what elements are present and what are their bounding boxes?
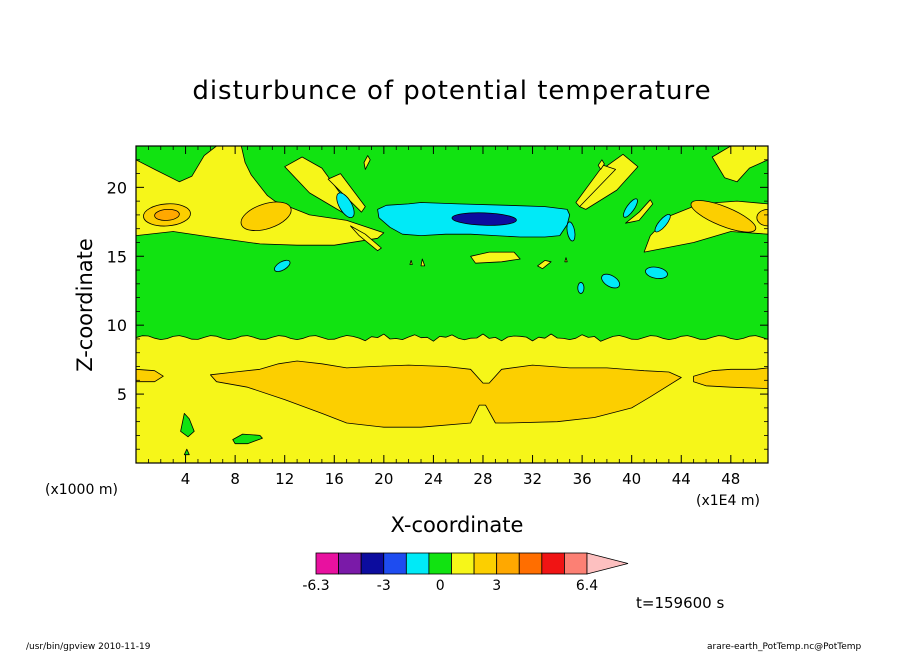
contour-region-negative-5 [623,198,638,218]
y-axis-label: Z-coordinate [73,238,97,372]
contour-region-patch-4 [409,260,413,265]
x-tick-label: 4 [181,470,191,488]
colorbar-swatch [360,552,385,575]
x-tick-label: 16 [325,470,344,488]
contour-region-wave-5 [575,164,616,207]
colorbar-swatch [541,552,565,575]
contour-region-negative-6 [654,214,671,233]
contour-region-patch-1 [470,251,521,264]
plot-frame [135,145,769,464]
colorbar-label: 3 [492,578,501,594]
y-tick-label: 10 [107,316,127,335]
contour-region-patch-5 [564,257,568,263]
x-tick-label: 44 [672,470,691,488]
y-tick-label: 5 [117,385,127,404]
colorbar-swatch [496,552,520,575]
footer-file-variable: arare-earth_PotTemp.nc@PotTemp [707,642,862,652]
contour-region-patch-2 [537,260,552,270]
contour-region-wave-8 [597,159,605,170]
contour-core-upper-west-inner [154,208,180,221]
contour-region-pocket-a [180,413,195,438]
contour-core-upper-west-2 [240,201,292,231]
colorbar-swatch [315,552,339,575]
x-tick-label: 48 [721,470,740,488]
contour-plot [136,146,768,463]
contour-region-pocket-b [183,448,190,456]
contour-region-lower-core-west [136,368,164,383]
colorbar-swatch [451,552,475,575]
contour-region-negative-3 [566,221,576,242]
colorbar-extension-triangle [586,552,629,575]
contour-region-lower-core [210,360,682,428]
x-tick-label: 36 [573,470,592,488]
contour-region-wave-6 [625,199,654,224]
y-tick-label: 20 [107,178,127,197]
colorbar-swatch [428,552,452,575]
colorbar-swatch [564,552,588,575]
x-tick-label: 40 [622,470,641,488]
contour-region-upper-east-top [711,146,768,183]
colorbar-swatch [338,552,362,575]
x-unit-right: (x1E4 m) [696,493,760,509]
colorbar-swatch [383,552,407,575]
x-tick-label: 32 [523,470,542,488]
footer-program-date: /usr/bin/gpview 2010-11-19 [26,642,151,652]
contour-core-minimum [451,212,517,226]
colorbar-label: -6.3 [302,578,329,594]
x-unit-left: (x1000 m) [45,482,118,498]
contour-region-negative-1 [336,192,355,218]
contour-region-lower-core-east [693,367,768,389]
colorbar-label: 0 [436,578,445,594]
contour-region-negative-7 [645,266,668,279]
contour-region-wave-7 [363,155,371,170]
x-axis-label: X-coordinate [390,513,524,537]
colorbar-swatch [473,552,498,575]
x-tick-label: 8 [230,470,240,488]
x-tick-label: 28 [473,470,492,488]
contour-region-wave-3 [350,225,382,252]
colorbar: -6.3 -3 0 3 6.4 [302,552,629,594]
x-tick-label: 20 [374,470,393,488]
contour-region-negative-2 [274,259,291,272]
x-tick-label: 24 [424,470,443,488]
contour-region-pocket-c [232,433,263,445]
y-tick-label: 15 [107,247,127,266]
colorbar-swatch [405,552,430,575]
chart-title: disturbunce of potential temperature [192,76,712,106]
contour-region-negative-8 [577,282,585,294]
colorbar-label: -3 [377,578,391,594]
colorbar-label: 6.4 [576,578,598,594]
contour-core-upper-east [690,200,757,233]
contour-region-patch-3 [420,258,426,267]
contour-region-upper-west [136,146,385,246]
time-annotation: t=159600 s [636,594,725,612]
contour-region-negative-4 [601,273,621,289]
colorbar-swatch [518,552,543,575]
x-tick-label: 12 [275,470,294,488]
